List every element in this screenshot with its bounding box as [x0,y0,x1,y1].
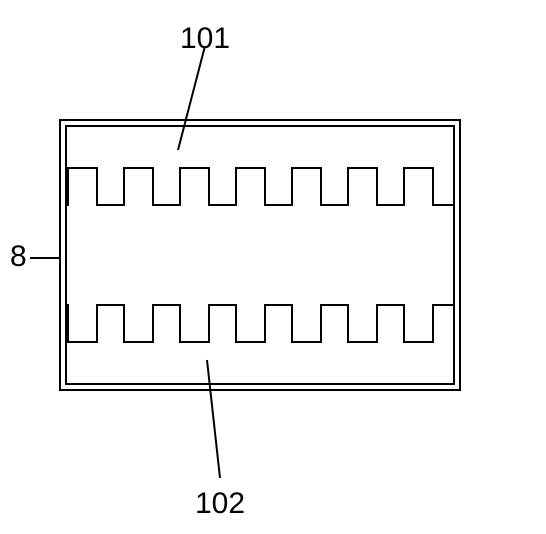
comb-top [66,168,454,210]
label-l8: 8 [10,240,27,273]
label-l101: 101 [180,22,230,55]
outer-rect [60,120,460,390]
diagram-canvas: 8 101 102 [0,0,546,534]
leader-l102 [207,360,220,478]
comb-bottom [66,300,454,342]
diagram-svg: 8 101 102 [0,0,546,534]
label-l102: 102 [195,487,245,520]
inner-rect [66,126,454,384]
leader-l101 [178,46,205,150]
